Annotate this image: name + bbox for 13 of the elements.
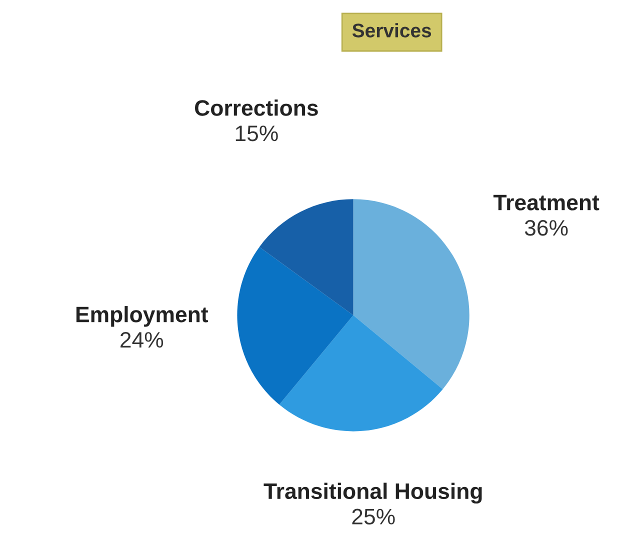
chart-title: Services xyxy=(352,23,432,38)
pie-slice xyxy=(353,199,470,390)
pie-slice xyxy=(279,315,443,432)
slice-label: Treatment xyxy=(493,194,600,210)
slice-label: Employment xyxy=(76,306,208,327)
data-label: 36% xyxy=(524,220,568,236)
data-label: 15% xyxy=(236,126,278,142)
data-label: 25% xyxy=(352,508,395,525)
data-label: 24% xyxy=(120,332,164,348)
pie-slice xyxy=(237,246,354,405)
slice-label: Transitional Housing xyxy=(264,482,482,504)
pie-slice xyxy=(259,199,354,316)
slice-label: Corrections xyxy=(195,100,318,116)
